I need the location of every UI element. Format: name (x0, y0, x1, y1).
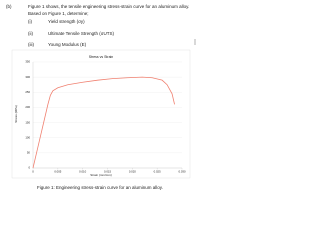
item-text: Young Modulus (E) (48, 42, 87, 47)
item-num: (ii) (28, 31, 33, 36)
item-num: (i) (28, 19, 32, 24)
x-tick-label: 0 (32, 170, 34, 174)
item-text: Ultimate Tensile Strength (σUTS) (48, 31, 114, 36)
item-text: Yield strength (σy) (48, 19, 85, 24)
y-tick-label: 350 (25, 60, 30, 64)
question-text: Figure 1 shows, the tensile engineering … (28, 4, 189, 9)
y-tick-label: 200 (25, 105, 30, 109)
y-axis-label: Stress (MPa) (14, 105, 18, 123)
x-axis-label: Strain (mm/mm) (90, 173, 112, 177)
document: (b) Figure 1 shows, the tensile engineer… (6, 4, 196, 190)
y-tick-label: 250 (25, 90, 30, 94)
x-tick-label: 0.030 (179, 170, 186, 174)
x-tick-label: 0.025 (154, 170, 161, 174)
caption: Figure 1: Engineering stress-strain curv… (37, 185, 163, 190)
page: (b) Figure 1 shows, the tensile engineer… (6, 4, 196, 191)
x-tick-label: 0.010 (79, 170, 86, 174)
x-tick-label: 0.015 (104, 170, 111, 174)
question-label: (b) (6, 4, 12, 9)
chart-title: Stress vs Strain (89, 55, 114, 59)
y-tick-label: 50 (27, 151, 31, 155)
chart-frame (11, 49, 191, 179)
x-tick-label: 0.020 (129, 170, 136, 174)
menu-dots[interactable] (194, 39, 196, 45)
question-text: Based on Figure 1, determine; (28, 11, 89, 16)
y-tick-label: 300 (25, 75, 30, 79)
y-tick-label: 0 (28, 166, 30, 170)
y-tick-label: 100 (25, 135, 30, 139)
x-tick-label: 0.005 (54, 170, 61, 174)
item-num: (iii) (28, 42, 34, 47)
data-line (32, 76, 175, 169)
y-tick-label: 150 (25, 120, 30, 124)
